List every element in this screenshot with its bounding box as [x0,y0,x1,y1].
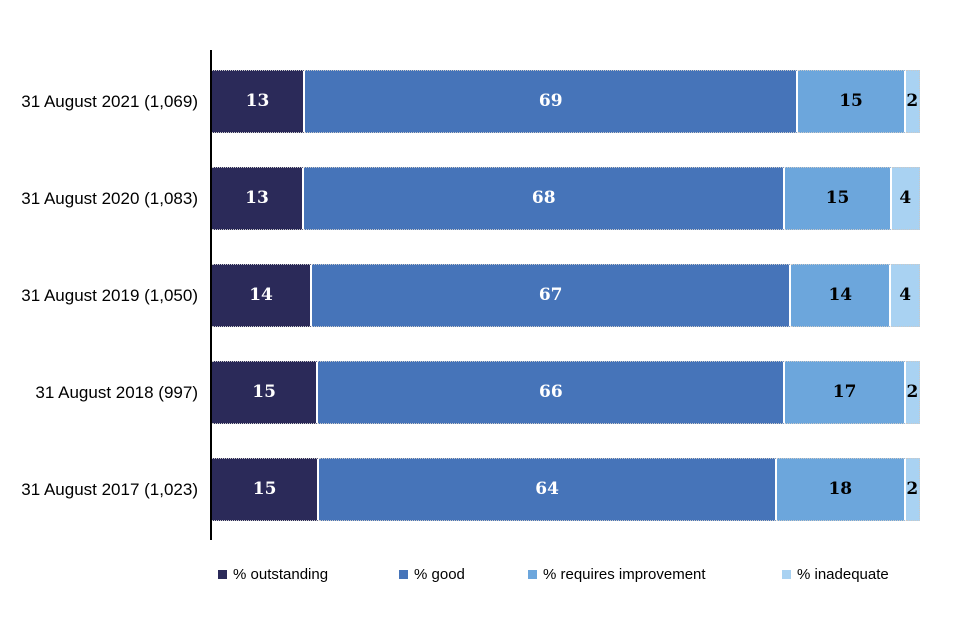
chart-row: 31 August 2021 (1,069) 13 69 15 2 [0,70,960,133]
bar-segment: 15 [212,458,320,521]
bar-value-label: 18 [828,479,853,499]
bar-value-label: 15 [839,91,863,111]
bar-segment: 15 [785,167,892,230]
legend-item-inadequate: % inadequate [782,566,889,583]
chart-row: 31 August 2018 (997) 15 66 17 2 [0,361,960,424]
bar-segment: 15 [212,361,319,424]
bar-value-label: 2 [906,382,919,402]
legend-item-outstanding: % outstanding [218,566,328,583]
bar-segment: 15 [798,70,906,133]
bar-value-label: 15 [252,382,276,402]
bar-segment: 4 [891,167,920,230]
bar-segment: 17 [785,361,906,424]
bar-value-label: 14 [249,285,273,305]
bar-value-label: 69 [538,91,563,111]
category-label: 31 August 2017 (1,023) [21,479,198,499]
bar-value-label: 4 [899,285,912,305]
bar-segment: 69 [304,70,799,133]
bar-segment: 66 [318,361,786,424]
legend-swatch-outstanding [218,570,227,579]
legend-item-requires-improvement: % requires improvement [528,566,706,583]
bar-segment: 68 [304,167,786,230]
bar-value-label: 15 [252,479,277,499]
bar-segment: 2 [905,458,920,521]
bar-value-label: 14 [828,285,853,305]
legend-label-inadequate: % inadequate [797,566,889,583]
bar-value-label: 2 [906,91,919,111]
category-label: 31 August 2021 (1,069) [21,91,198,111]
bar-value-label: 66 [538,382,563,402]
chart-row: 31 August 2019 (1,050) 14 67 14 4 [0,264,960,327]
stacked-bar: 13 68 15 4 [212,167,920,230]
legend-label-requires-improvement: % requires improvement [543,566,706,583]
chart-row: 31 August 2017 (1,023) 15 64 18 2 [0,458,960,521]
bar-segment: 64 [319,458,777,521]
bar-segment: 2 [905,70,920,133]
stacked-bar: 15 64 18 2 [212,458,920,521]
bar-value-label: 13 [245,188,269,208]
bar-segment: 67 [312,264,792,327]
bar-segment: 18 [776,458,906,521]
category-label: 31 August 2020 (1,083) [21,188,198,208]
chart-row: 31 August 2020 (1,083) 13 68 15 4 [0,167,960,230]
bar-value-label: 15 [825,188,850,208]
legend-swatch-inadequate [782,570,791,579]
legend-label-outstanding: % outstanding [233,566,329,583]
category-label: 31 August 2019 (1,050) [21,285,198,305]
bar-value-label: 13 [245,91,270,111]
bar-value-label: 4 [899,188,912,208]
bar-value-label: 67 [538,285,563,305]
legend-label-good: % good [414,566,465,583]
bar-segment: 2 [905,361,920,424]
chart-legend: % outstanding % good % requires improvem… [0,566,960,590]
bar-segment: 14 [791,264,892,327]
bar-segment: 14 [212,264,313,327]
bar-segment: 13 [212,70,305,133]
bar-value-label: 64 [535,479,559,499]
stacked-bar: 14 67 14 4 [212,264,920,327]
legend-swatch-requires-improvement [528,570,537,579]
legend-swatch-good [399,570,408,579]
stacked-bar: 15 66 17 2 [212,361,920,424]
y-axis-line [210,50,212,540]
bar-value-label: 68 [531,188,556,208]
bar-segment: 13 [212,167,305,230]
bar-value-label: 17 [832,382,857,402]
bar-value-label: 2 [906,479,919,499]
legend-item-good: % good [399,566,465,583]
category-label: 31 August 2018 (997) [35,382,198,402]
bar-segment: 4 [891,264,920,327]
stacked-bar: 13 69 15 2 [212,70,920,133]
